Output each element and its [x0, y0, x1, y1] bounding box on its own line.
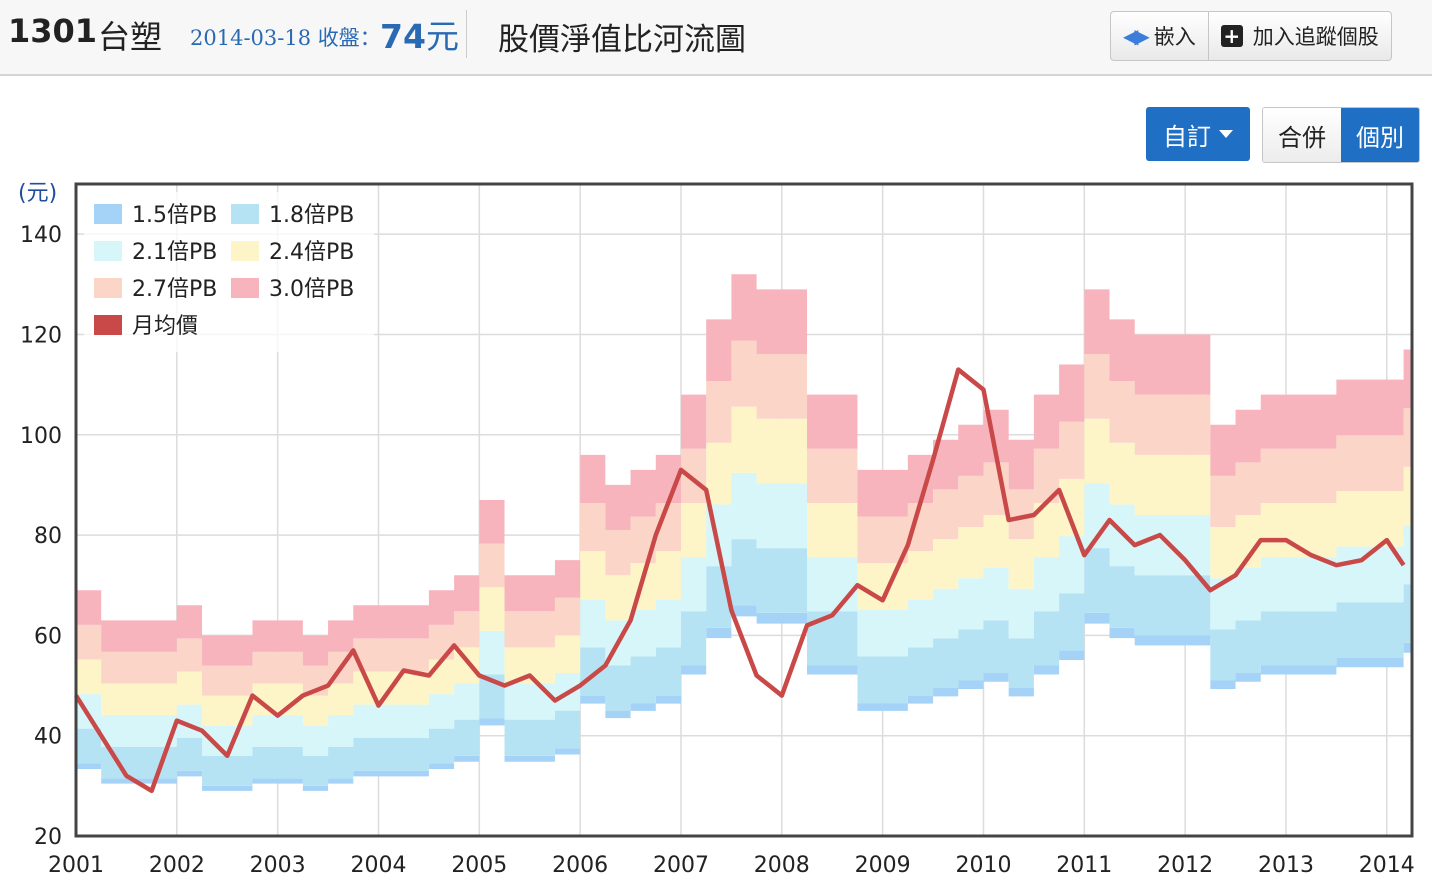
- band-2-4x: [76, 406, 1412, 726]
- band-1-8x: [76, 539, 1412, 786]
- y-tick-label: 20: [34, 825, 62, 850]
- legend-label: 月均價: [132, 314, 198, 339]
- close-price-value: 74: [380, 17, 426, 56]
- x-tick-label: 2011: [1056, 853, 1112, 878]
- legend-label: 2.7倍PB: [132, 277, 217, 302]
- band-3-0x: [76, 274, 1412, 666]
- stock-code: 1301: [8, 12, 98, 50]
- x-tick-label: 2006: [552, 853, 608, 878]
- combined-button[interactable]: 合併: [1263, 108, 1341, 162]
- legend-swatch: [231, 278, 259, 298]
- legend-label: 1.5倍PB: [132, 203, 217, 228]
- legend-background: [84, 192, 374, 352]
- chart-legend: 1.5倍PB 1.8倍PB 2.1倍PB 2.4倍PB 2.7倍PB 3.0倍PB 月均價: [84, 192, 374, 352]
- legend-swatch: [94, 241, 122, 261]
- y-axis-ticks: 20 40 60 80 100 120 140: [20, 223, 62, 850]
- legend-label: 1.8倍PB: [269, 203, 354, 228]
- page-title: 股價淨值比河流圖: [498, 22, 746, 58]
- title-divider: [466, 10, 467, 58]
- y-tick-label: 120: [20, 323, 62, 348]
- header-actions: ◀▶ 嵌入 + 加入追蹤個股: [1110, 11, 1392, 61]
- legend-swatch: [94, 278, 122, 298]
- x-tick-label: 2010: [955, 853, 1011, 878]
- custom-label: 自訂: [1163, 122, 1211, 151]
- add-to-watchlist-button[interactable]: + 加入追蹤個股: [1207, 12, 1391, 60]
- legend-label: 2.4倍PB: [269, 240, 354, 265]
- header-bar: 1301 台塑 2014-03-18 收盤： 74元 股價淨值比河流圖 ◀▶ 嵌…: [0, 0, 1432, 76]
- x-tick-label: 2012: [1157, 853, 1213, 878]
- x-tick-label: 2013: [1258, 853, 1314, 878]
- y-tick-label: 40: [34, 725, 62, 750]
- custom-dropdown-button[interactable]: 自訂: [1146, 107, 1250, 161]
- band-2-7x: [76, 340, 1412, 696]
- close-price-unit: 元: [425, 17, 459, 56]
- add-to-watchlist-label: 加入追蹤個股: [1252, 25, 1379, 49]
- legend-label: 2.1倍PB: [132, 240, 217, 265]
- plus-icon: +: [1220, 25, 1243, 47]
- price-date-label: 2014-03-18 收盤：: [190, 26, 381, 50]
- monthly-avg-price-line: [74, 367, 1406, 794]
- x-tick-label: 2005: [451, 853, 507, 878]
- x-tick-label: 2014: [1359, 853, 1415, 878]
- x-tick-label: 2001: [48, 853, 104, 878]
- y-tick-label: 60: [34, 624, 62, 649]
- stock-name: 台塑: [98, 18, 163, 56]
- x-axis-ticks: 2001 2002 2003 2004 2005 2006 2007 2008 2009 2010…: [48, 853, 1415, 878]
- band-1-5x: [76, 605, 1412, 791]
- individual-button[interactable]: 個別: [1341, 108, 1419, 162]
- legend-swatch: [94, 204, 122, 224]
- plot-frame: [74, 182, 1414, 838]
- x-tick-label: 2003: [250, 853, 306, 878]
- report-type-toggle: 合併 個別: [1262, 107, 1420, 163]
- close-price: 74元: [380, 10, 459, 58]
- x-tick-label: 2009: [855, 853, 911, 878]
- legend-label: 3.0倍PB: [269, 277, 354, 302]
- legend-swatch: [94, 315, 122, 335]
- x-tick-label: 2007: [653, 853, 709, 878]
- embed-icon: ◀▶: [1123, 24, 1150, 48]
- x-tick-label: 2008: [754, 853, 810, 878]
- y-tick-label: 80: [34, 524, 62, 549]
- y-tick-label: 100: [20, 424, 62, 449]
- embed-label: 嵌入: [1153, 25, 1196, 49]
- x-tick-label: 2004: [350, 853, 406, 878]
- y-axis-unit: (元): [18, 181, 57, 206]
- y-tick-label: 140: [20, 223, 62, 248]
- embed-button[interactable]: ◀▶ 嵌入: [1111, 12, 1208, 60]
- price-line-layer: [74, 367, 1406, 794]
- legend-swatch: [231, 241, 259, 261]
- legend-swatch: [231, 204, 259, 224]
- x-tick-label: 2002: [149, 853, 205, 878]
- caret-down-icon: [1219, 130, 1233, 138]
